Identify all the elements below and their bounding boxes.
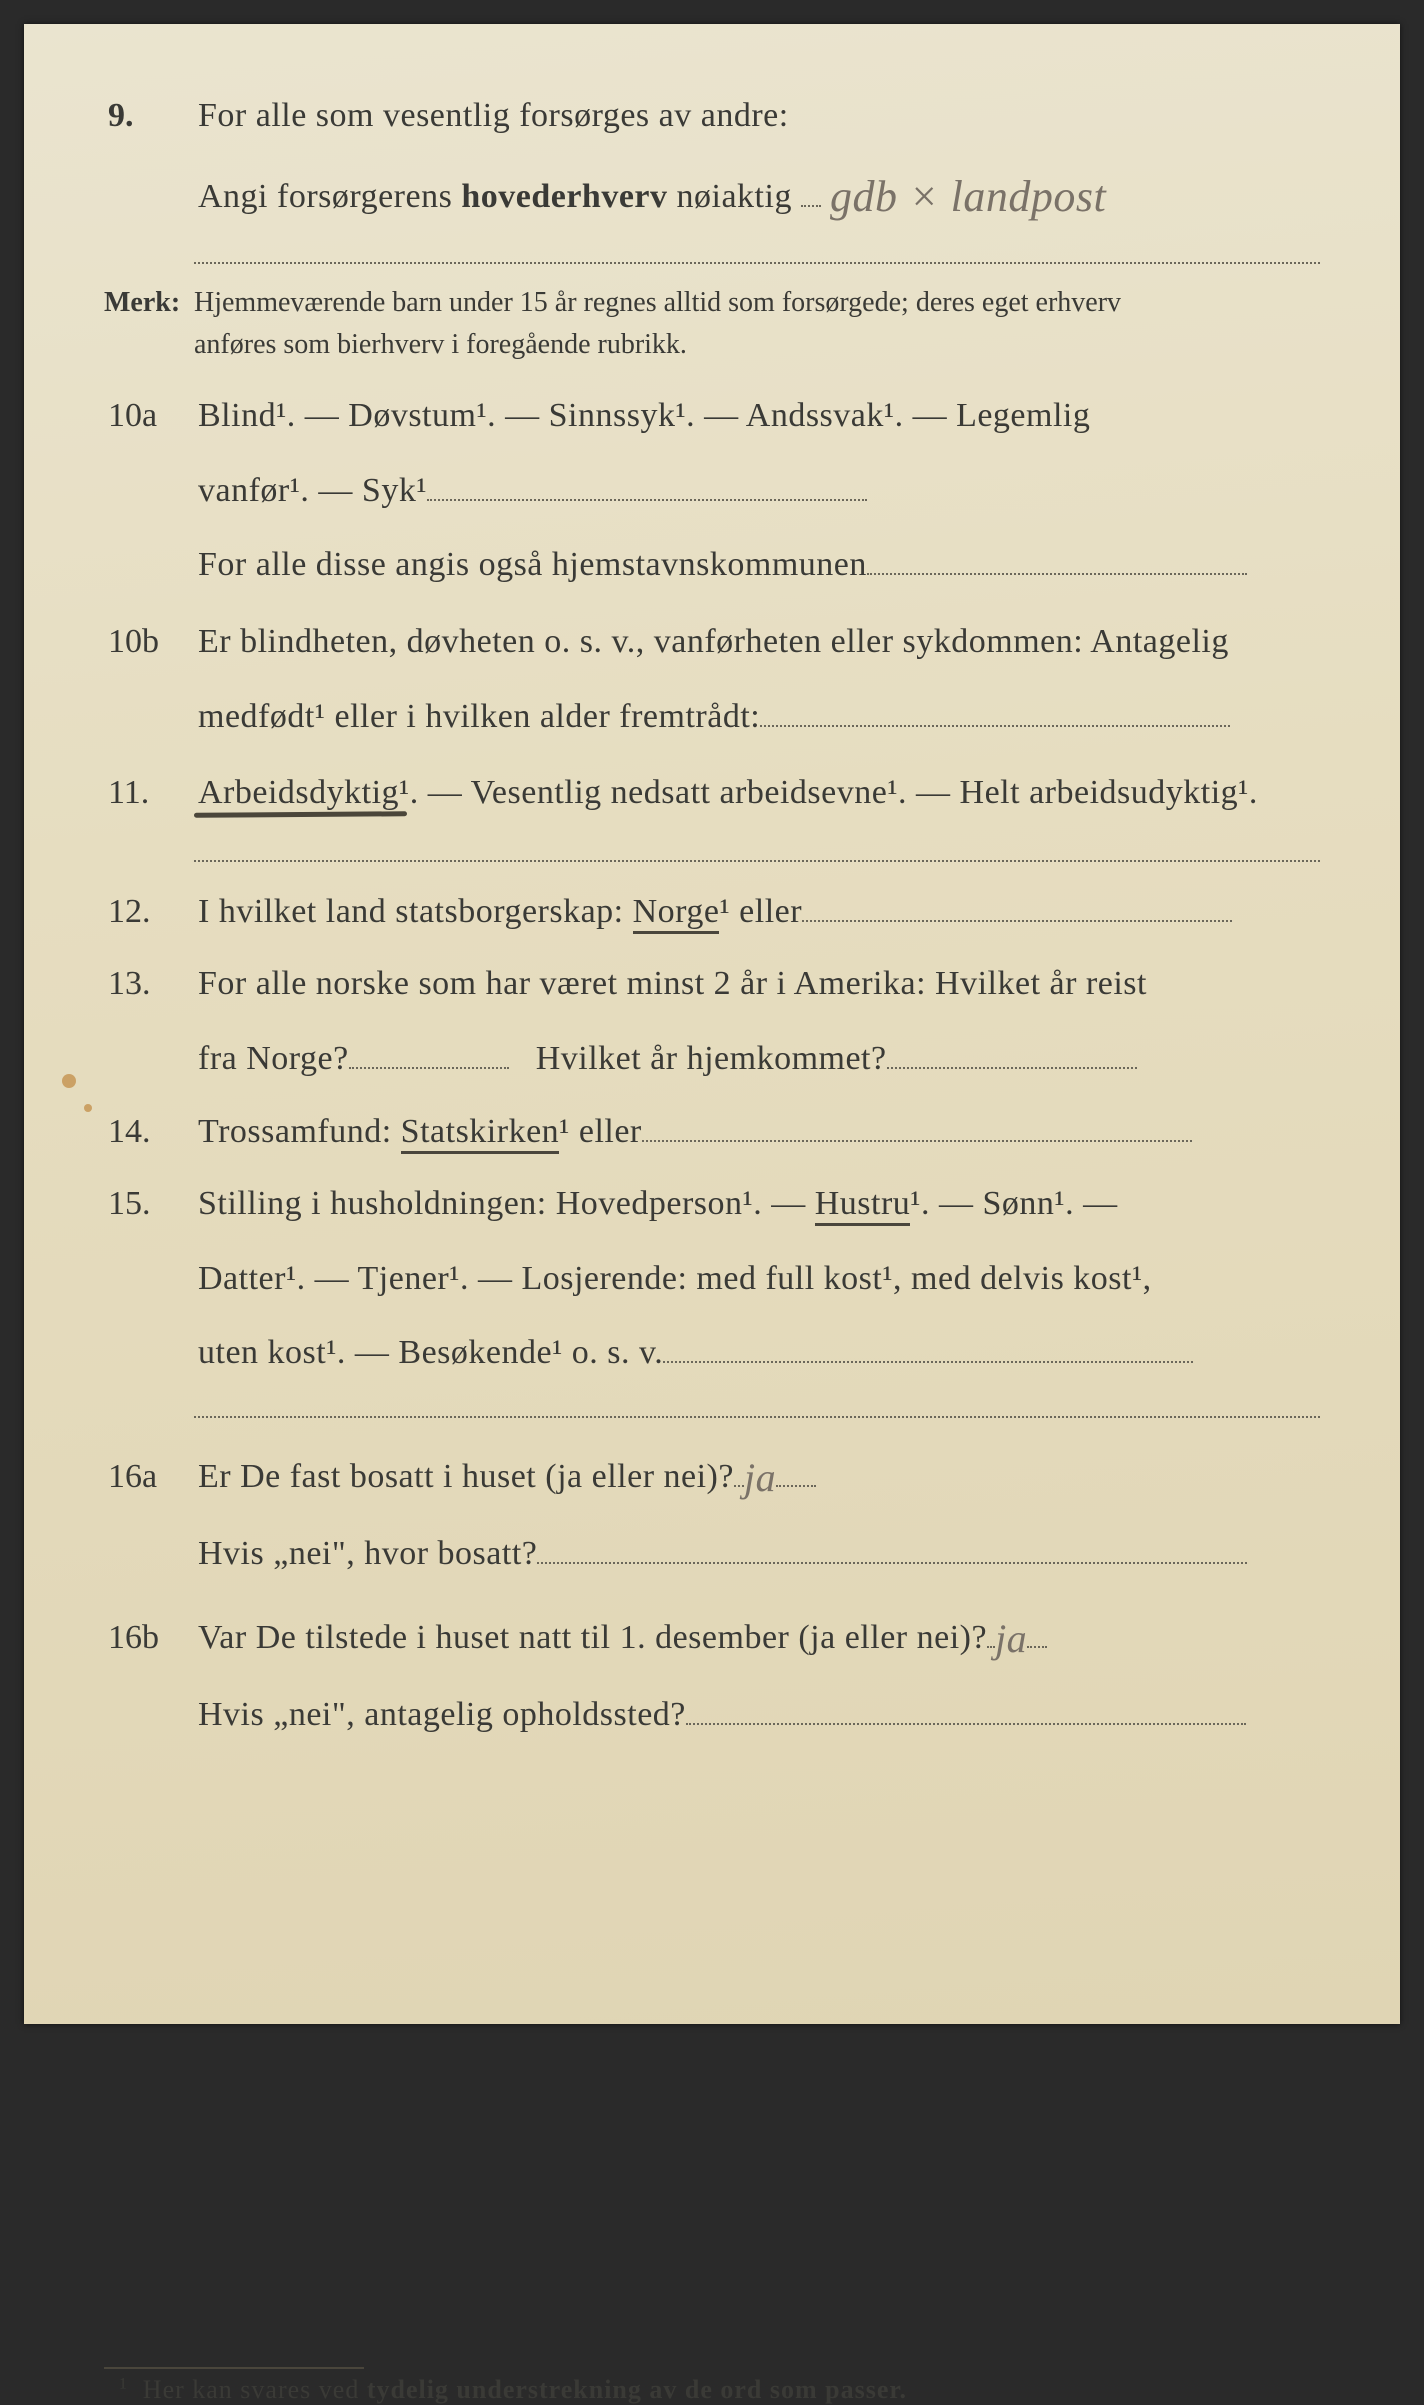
q12-text: I hvilket land statsborgerskap: Norge¹ e… <box>198 880 1320 945</box>
q15-line1: Stilling i husholdningen: Hovedperson¹. … <box>198 1172 1320 1237</box>
q9-handwritten: gdb × landpost <box>830 155 1106 239</box>
q9-line2: Angi forsørgerens hovederhverv nøiaktig … <box>198 151 1320 235</box>
q10b-line2: medfødt¹ eller i hvilken alder fremtrådt… <box>198 685 1320 750</box>
q14-num: 14. <box>104 1100 198 1165</box>
q16b-row1: 16b Var De tilstede i huset natt til 1. … <box>104 1597 1320 1673</box>
merk-label: Merk: <box>104 282 194 366</box>
q16b-line2: Hvis „nei", antagelig opholdssted? <box>198 1683 1320 1748</box>
q10a-line3: For alle disse angis også hjemstavnskomm… <box>198 533 1320 598</box>
q15-row1: 15. Stilling i husholdningen: Hovedperso… <box>104 1172 1320 1237</box>
q9-row1: 9. For alle som vesentlig forsørges av a… <box>104 84 1320 149</box>
q15-row3: uten kost¹. — Besøkende¹ o. s. v. <box>104 1321 1320 1386</box>
q16a-hand: ja <box>744 1440 776 1516</box>
q16a-row1: 16a Er De fast bosatt i huset (ja eller … <box>104 1436 1320 1512</box>
merk-text: Hjemmeværende barn under 15 år regnes al… <box>194 282 1121 366</box>
q13-row2: fra Norge? Hvilket år hjemkommet? <box>104 1027 1320 1092</box>
q10b-row1: 10b Er blindheten, døvheten o. s. v., va… <box>104 610 1320 675</box>
footnote-b: tydelig understrekning av de ord som pas… <box>367 2375 907 2404</box>
q16b-hand: ja <box>995 1601 1027 1677</box>
q11-text: Arbeidsdyktig¹. — Vesentlig nedsatt arbe… <box>198 761 1320 826</box>
q16a-num: 16a <box>104 1445 198 1510</box>
sep-after-11 <box>194 858 1320 862</box>
q14-text: Trossamfund: Statskirken¹ eller <box>198 1100 1320 1165</box>
q11-rest: ¹. — Vesentlig nedsatt arbeidsevne¹. — H… <box>399 774 1258 811</box>
footnote-rule <box>104 2367 364 2369</box>
paper-stain <box>84 1104 92 1112</box>
sep-after-15 <box>194 1414 1320 1418</box>
q10b-line1: Er blindheten, døvheten o. s. v., vanfør… <box>198 610 1320 675</box>
q13-num: 13. <box>104 952 198 1017</box>
q13-line2: fra Norge? Hvilket år hjemkommet? <box>198 1027 1320 1092</box>
q16a-row2: Hvis „nei", hvor bosatt? <box>104 1522 1320 1587</box>
q14-row: 14. Trossamfund: Statskirken¹ eller <box>104 1100 1320 1165</box>
q16a-line1: Er De fast bosatt i huset (ja eller nei)… <box>198 1436 1320 1512</box>
q10a-num: 10a <box>104 384 198 449</box>
q12-num: 12. <box>104 880 198 945</box>
q15-num: 15. <box>104 1172 198 1237</box>
q9-num: 9. <box>104 84 198 149</box>
q11-row: 11. Arbeidsdyktig¹. — Vesentlig nedsatt … <box>104 761 1320 826</box>
q12-norge: Norge <box>633 893 720 934</box>
q13-line1: For alle norske som har været minst 2 år… <box>198 952 1320 1017</box>
q11-underlined: Arbeidsdyktig <box>198 774 399 811</box>
merk-text1: Hjemmeværende barn under 15 år regnes al… <box>194 287 1121 318</box>
q13-row1: 13. For alle norske som har været minst … <box>104 952 1320 1017</box>
merk-text2: anføres som bierhverv i foregående rubri… <box>194 329 687 360</box>
q15-line3: uten kost¹. — Besøkende¹ o. s. v. <box>198 1321 1320 1386</box>
q10b-num: 10b <box>104 610 198 675</box>
paper-stain <box>62 1074 76 1088</box>
footnote: 1 Her kan svares ved tydelig understrekn… <box>104 2375 1320 2405</box>
footnote-sup: 1 <box>119 2375 128 2392</box>
q16b-row2: Hvis „nei", antagelig opholdssted? <box>104 1683 1320 1748</box>
q10a-line1: Blind¹. — Døvstum¹. — Sinnssyk¹. — Andss… <box>198 384 1320 449</box>
q10a-line2: vanfør¹. — Syk¹ <box>198 459 1320 524</box>
q9-line1: For alle som vesentlig forsørges av andr… <box>198 84 1320 149</box>
q10a-row3: For alle disse angis også hjemstavnskomm… <box>104 533 1320 598</box>
q10a-row1: 10a Blind¹. — Døvstum¹. — Sinnssyk¹. — A… <box>104 384 1320 449</box>
q12-row: 12. I hvilket land statsborgerskap: Norg… <box>104 880 1320 945</box>
census-form-page: 9. For alle som vesentlig forsørges av a… <box>24 24 1400 2024</box>
q9-line2a: Angi forsørgerens <box>198 178 461 215</box>
footnote-a: Her kan svares ved <box>143 2375 367 2404</box>
q9-line2b: hovederhverv <box>461 178 667 215</box>
q9-line2c: nøiaktig <box>668 178 792 215</box>
q10a-row2: vanfør¹. — Syk¹ <box>104 459 1320 524</box>
q14-statskirken: Statskirken <box>401 1113 559 1154</box>
q10b-row2: medfødt¹ eller i hvilken alder fremtrådt… <box>104 685 1320 750</box>
q10a-line2a: vanfør¹. — Syk¹ <box>198 472 427 509</box>
q16a-line2: Hvis „nei", hvor bosatt? <box>198 1522 1320 1587</box>
q10a-line3a: For alle disse angis også hjemstavnskomm… <box>198 546 867 583</box>
q16b-line1: Var De tilstede i huset natt til 1. dese… <box>198 1597 1320 1673</box>
q15-row2: Datter¹. — Tjener¹. — Losjerende: med fu… <box>104 1247 1320 1312</box>
q15-hustru: Hustru <box>815 1185 911 1226</box>
merk-row: Merk: Hjemmeværende barn under 15 år reg… <box>104 282 1320 366</box>
q15-line2: Datter¹. — Tjener¹. — Losjerende: med fu… <box>198 1247 1320 1312</box>
q9-row2: Angi forsørgerens hovederhverv nøiaktig … <box>104 151 1320 235</box>
q16b-num: 16b <box>104 1606 198 1671</box>
q11-num: 11. <box>104 761 198 826</box>
sep-after-9 <box>194 260 1320 264</box>
